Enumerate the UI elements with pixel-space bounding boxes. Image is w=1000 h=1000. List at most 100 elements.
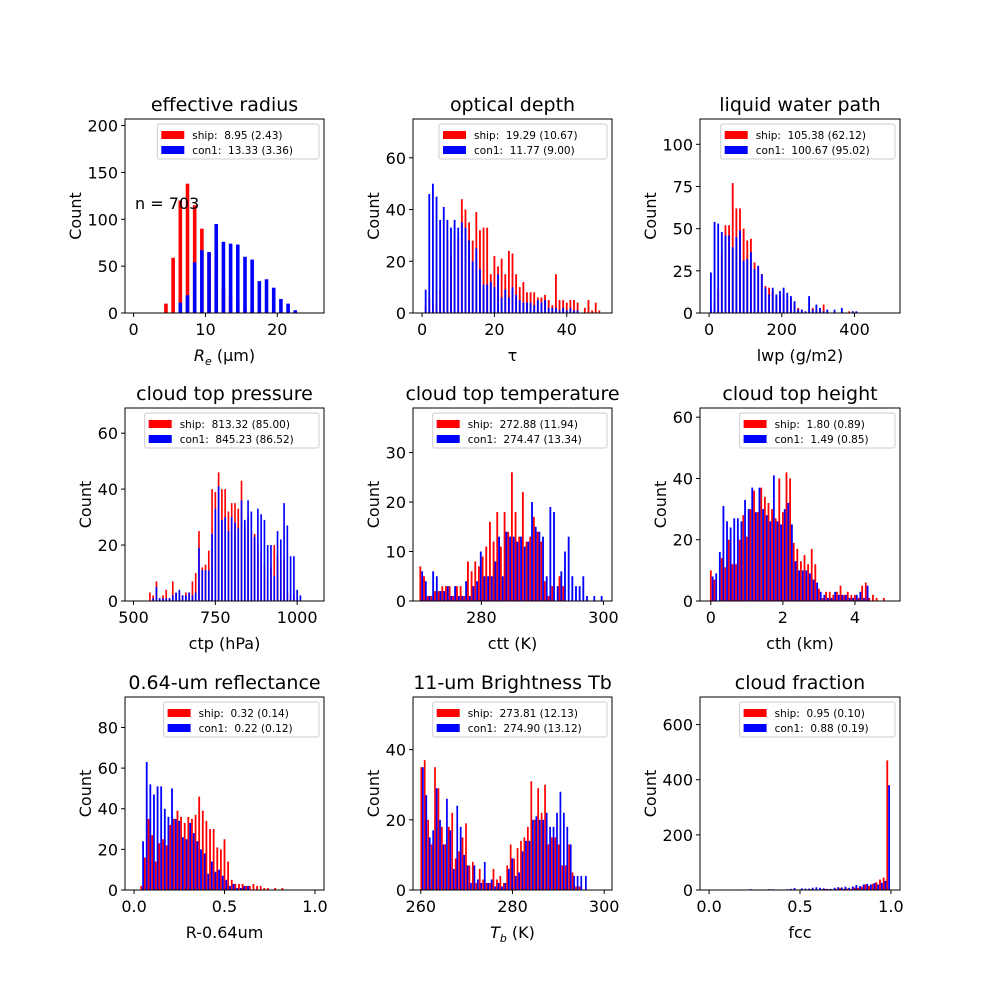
bar <box>181 837 184 890</box>
bar <box>855 885 858 890</box>
bar <box>239 887 242 890</box>
bar <box>505 531 508 601</box>
series-con1 <box>710 221 858 313</box>
bar <box>470 882 472 890</box>
bar <box>576 875 579 890</box>
bar <box>538 531 541 601</box>
bar <box>535 816 538 890</box>
bar <box>557 844 560 890</box>
bar <box>485 546 488 601</box>
bar <box>573 310 575 313</box>
bar <box>837 887 840 890</box>
bar <box>521 851 524 890</box>
bar <box>551 307 554 313</box>
bar <box>518 536 521 601</box>
bar <box>559 791 562 890</box>
y-tick-label: 100 <box>662 135 693 154</box>
bar <box>171 581 174 601</box>
bar <box>426 596 429 601</box>
legend: ship: 105.38 (62.12) con1: 100.67 (95.02) <box>720 123 896 160</box>
bar <box>154 861 157 890</box>
bar <box>165 598 168 601</box>
bar <box>780 524 782 601</box>
bar <box>525 541 528 601</box>
bar <box>819 591 822 601</box>
subplot-title: liquid water path <box>719 94 880 116</box>
bar <box>768 294 770 313</box>
bar <box>828 591 831 601</box>
x-axis-label: τ <box>508 346 518 365</box>
bar <box>497 882 500 890</box>
bar <box>710 272 712 313</box>
bar <box>149 784 152 890</box>
bar <box>468 240 470 313</box>
bar <box>156 786 159 890</box>
bar <box>205 820 208 890</box>
y-tick-label: 20 <box>98 840 118 859</box>
y-tick-label: 60 <box>673 408 693 427</box>
bar <box>801 570 804 601</box>
y-axis-label: Count <box>76 481 95 529</box>
bar <box>152 598 154 601</box>
bar <box>830 597 833 601</box>
bar <box>257 508 259 601</box>
bar <box>162 839 164 890</box>
bar <box>482 879 485 890</box>
bar <box>467 561 469 601</box>
bar <box>713 221 716 313</box>
bar <box>844 886 847 890</box>
bar <box>866 883 869 890</box>
bar <box>742 260 745 313</box>
bar <box>532 819 534 890</box>
bar <box>490 879 493 890</box>
bar <box>877 884 880 890</box>
bar <box>835 888 838 890</box>
bar <box>200 250 204 313</box>
bar <box>245 885 248 890</box>
bar <box>155 587 158 601</box>
x-axis-label: cth (km) <box>766 634 834 653</box>
subplot-title: cloud top temperature <box>405 383 619 405</box>
bar <box>593 596 596 601</box>
bar <box>435 576 438 601</box>
bar <box>868 597 871 601</box>
bar <box>471 261 474 313</box>
bar <box>478 868 481 890</box>
bar <box>500 258 503 313</box>
bar <box>475 882 478 890</box>
bar <box>165 589 168 601</box>
bar <box>493 287 496 313</box>
bar <box>875 597 878 601</box>
bar <box>430 596 433 601</box>
bar <box>767 502 770 601</box>
y-tick-label: 200 <box>87 117 118 136</box>
bar <box>531 502 533 601</box>
bar <box>434 767 436 890</box>
legend-label-ship: ship: 8.95 (2.43) <box>192 130 282 142</box>
x-axis-label: lwp (g/m2) <box>757 346 844 365</box>
bar <box>850 594 853 601</box>
bar <box>547 596 550 601</box>
bar <box>180 816 182 890</box>
x-tick-label: 0.5 <box>787 897 812 916</box>
bar <box>774 518 777 601</box>
bar <box>775 294 778 313</box>
legend-label-ship: ship: 273.81 (12.13) <box>468 708 578 720</box>
bar <box>428 837 431 890</box>
y-axis-label: Count <box>364 770 383 818</box>
bar <box>742 515 745 601</box>
bar <box>221 241 226 313</box>
bar <box>518 300 521 313</box>
bar <box>537 788 540 890</box>
bar <box>809 573 811 601</box>
bar <box>540 812 543 890</box>
bar <box>221 519 223 601</box>
bar <box>510 472 513 601</box>
bar <box>528 840 531 890</box>
bar <box>236 887 239 890</box>
bar <box>879 879 881 890</box>
bar <box>555 274 557 313</box>
bar <box>832 594 835 601</box>
legend-swatch-ship <box>443 131 466 139</box>
bar <box>283 503 285 601</box>
